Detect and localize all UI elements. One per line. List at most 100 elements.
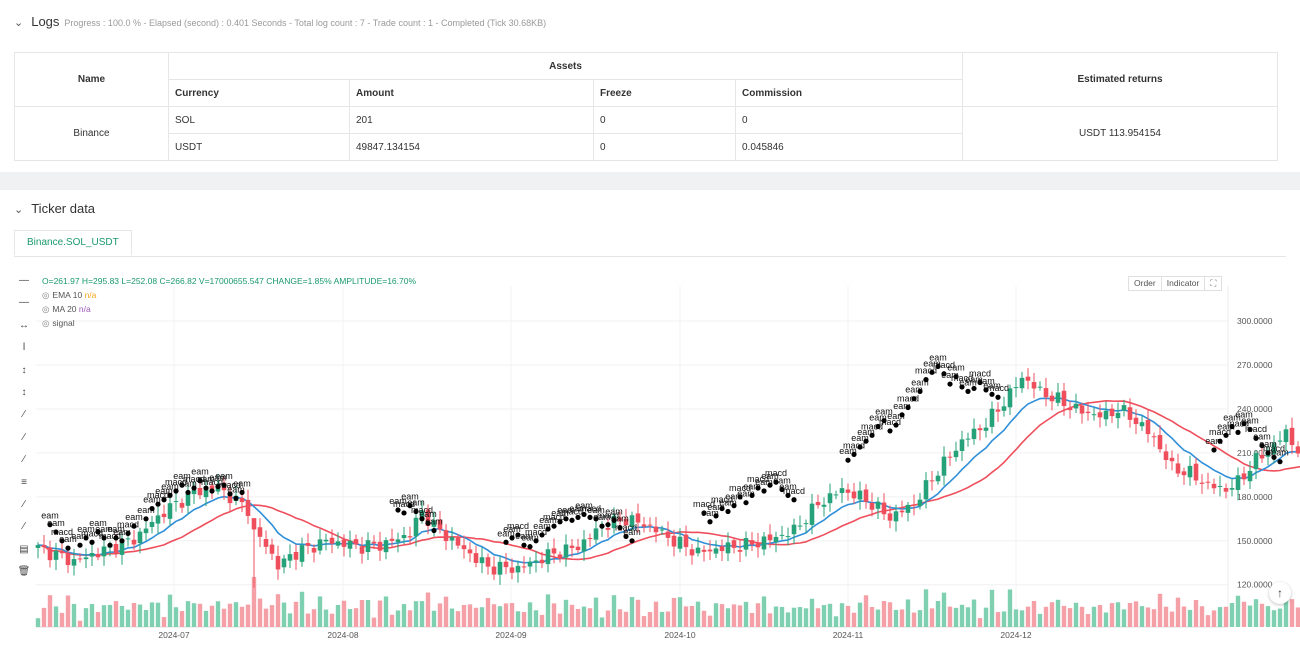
volume-bar [953,607,959,627]
volume-bar [323,609,329,627]
vertical-segment-icon[interactable]: ↕ [21,364,27,376]
eye-icon[interactable]: ◎ [42,304,50,314]
signal-point [119,538,125,544]
signal-point [899,412,905,418]
volume-bar [245,604,251,627]
signal-label: macd [987,383,1009,393]
signal-label: eam [389,496,407,506]
vertical-ray-icon[interactable]: ↕ [21,386,27,398]
eye-icon[interactable]: ◎ [42,290,50,300]
candle [995,409,1001,412]
chevron-down-icon[interactable]: ⌄ [14,204,24,216]
signal-label: eam [1253,432,1271,442]
freeze-cell: 0 [593,133,736,161]
volume-bar [995,612,1001,627]
volume-bar [965,607,971,627]
candle [935,475,941,482]
candle [635,513,641,523]
y-tick-label: 120.0000 [1237,580,1273,590]
tab-divider [14,256,1286,257]
volume-bar [281,602,287,627]
volume-bar [71,603,77,627]
candle [1007,388,1013,408]
signal-label: macd [147,490,169,500]
candle [1181,471,1187,476]
volume-bar [749,612,755,627]
order-button[interactable]: Order [1128,276,1162,291]
signal-label: macd [933,360,955,370]
signal-point [47,522,53,528]
volume-bar [83,608,89,627]
candle [323,539,329,542]
signal-point [1247,426,1253,433]
scroll-to-latest-icon[interactable]: ↑ [1269,582,1291,604]
candle [1187,465,1193,478]
volume-bar [137,604,143,627]
volume-bar [623,611,629,627]
x-tick-label: 2024-08 [327,630,358,640]
volume-bar [113,601,119,627]
ticker-header[interactable]: ⌄ Ticker data [14,201,95,216]
signal-label: eam [983,380,1001,390]
ray-line-icon[interactable]: ∕ [23,431,25,443]
signal-label: eam [95,524,113,534]
volume-bar [659,611,665,627]
signal-point [425,520,431,526]
candle [605,528,611,530]
currency-cell: USDT [168,133,350,161]
vertical-line-icon[interactable]: ǀ [22,342,26,354]
trend-line-icon[interactable]: ∕ [23,409,25,421]
candle [911,504,917,506]
crosshair-line-icon[interactable]: — [19,275,29,286]
trash-icon[interactable]: 🗑 [17,566,31,578]
candlestick-chart[interactable]: 300.0000 270.0000 240.0000 210.0000 180.0000… [0,190,1300,645]
candle [167,503,173,519]
signal-label: macd [615,522,637,532]
signal-label: eam [605,506,623,516]
logs-header[interactable]: ⌄ Logs Progress : 100.0 % - Elapsed (sec… [14,14,546,29]
horizontal-ray-icon[interactable]: ↔ [19,319,29,331]
signal-point [77,542,83,548]
candle [1217,485,1223,487]
signal-point [179,482,185,488]
signal-point [587,514,593,520]
signal-label: eam [725,492,743,502]
signal-label: eam [161,481,179,491]
volume-bar [521,611,527,627]
volume-bar [863,595,869,627]
chevron-down-icon[interactable]: ⌄ [14,17,24,29]
volume-bar [131,602,137,627]
horizontal-line-icon[interactable]: — [19,297,29,309]
legend-ema[interactable]: ◎ EMA 10 n/a [42,290,97,300]
signal-point [59,538,65,544]
candle [227,492,233,504]
signal-label: eam [1241,415,1259,425]
parallel-line-icon[interactable]: ∕ [23,498,25,510]
legend-ma[interactable]: ◎ MA 20 n/a [42,304,91,314]
volume-bar [509,603,515,627]
legend-signal[interactable]: ◎ signal [42,318,75,328]
volume-bar [731,604,737,627]
extended-line-icon[interactable]: ∕ [23,454,25,466]
candle [419,510,425,519]
signal-point [959,384,965,390]
signal-label: macd [969,369,991,379]
signal-point [881,418,887,424]
candle [923,480,929,500]
price-channel-icon[interactable]: ≡ [21,476,27,488]
eye-icon[interactable]: ◎ [42,318,50,328]
volume-bar [125,609,131,627]
fibonacci-icon[interactable]: ∕ [23,521,25,533]
candle [1205,481,1211,483]
volume-bar [767,613,773,627]
candle [983,427,989,431]
candle [1067,407,1073,411]
candle [833,494,839,496]
volume-bar [713,603,719,627]
fullscreen-icon[interactable]: ⛶ [1204,276,1223,291]
tab-sol-usdt[interactable]: Binance.SOL_USDT [14,230,132,256]
measure-icon[interactable]: ▤ [19,543,29,555]
candle [65,552,71,566]
indicator-button[interactable]: Indicator [1160,276,1206,291]
signal-label: macd [843,440,865,450]
